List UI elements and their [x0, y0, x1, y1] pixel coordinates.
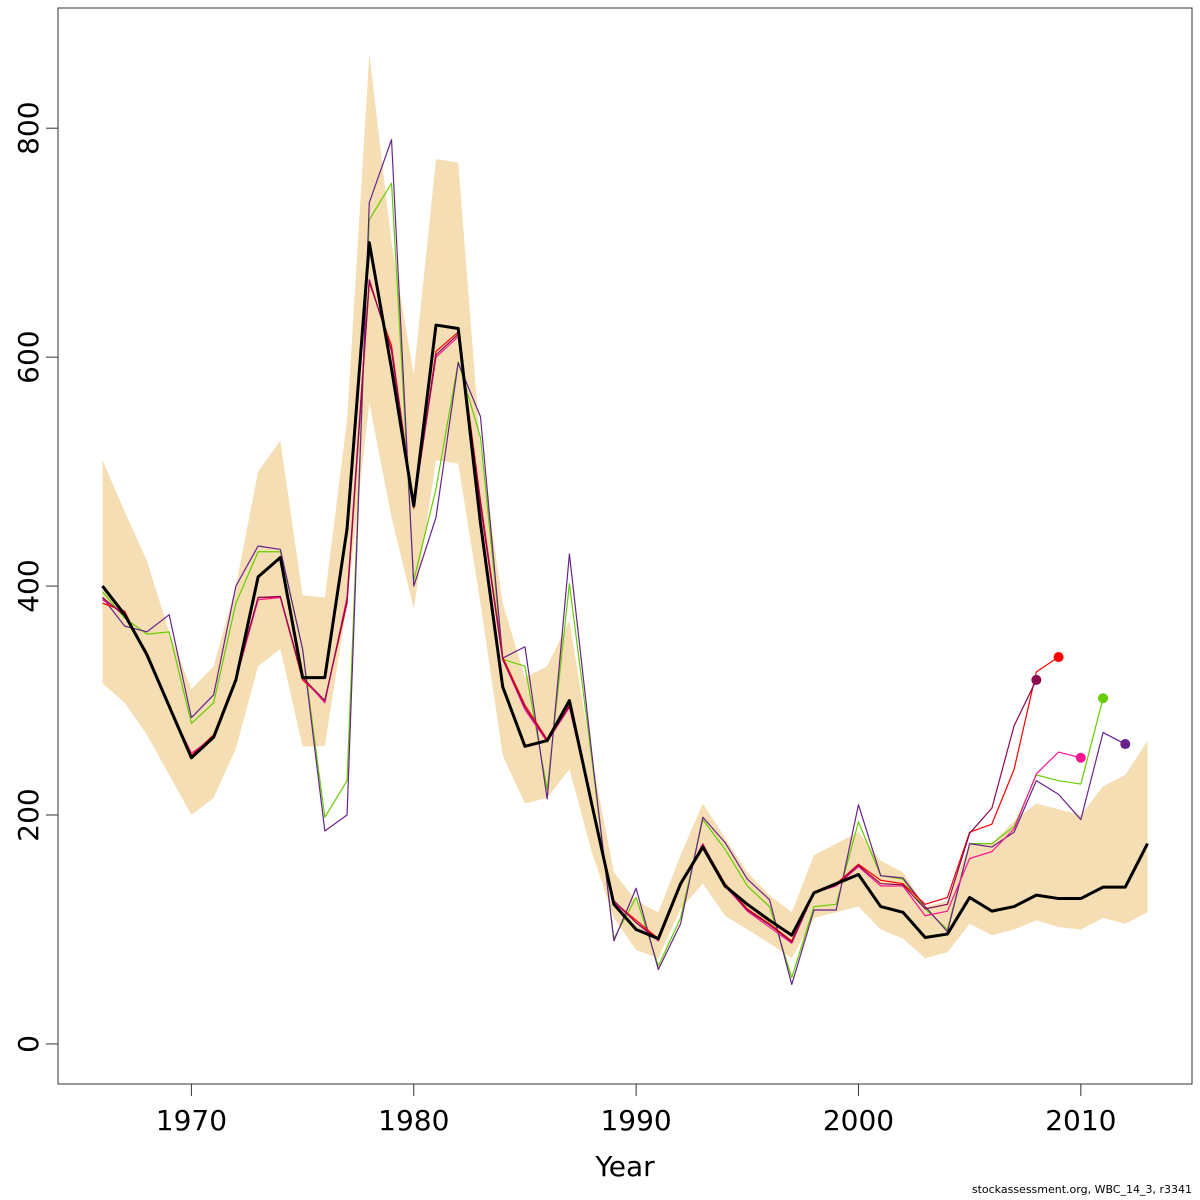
series-end-point-3 [1053, 652, 1064, 663]
x-axis-title: Year [594, 1150, 655, 1183]
y-axis: 0 200 400 600 800 [12, 101, 59, 1053]
x-tick-label: 2000 [823, 1104, 894, 1137]
confidence-band-layer [102, 53, 1148, 959]
x-axis: 1970 1980 1990 2000 2010 [156, 1083, 1116, 1137]
end-marker-layer [1031, 652, 1131, 763]
x-tick-label: 1980 [378, 1104, 449, 1137]
series-line-retro-2 [101, 139, 1126, 986]
y-tick-label: 600 [12, 330, 45, 383]
series-layer [101, 139, 1149, 986]
confidence-band [102, 53, 1148, 959]
series-end-point-5 [1031, 674, 1042, 685]
y-tick-label: 400 [12, 559, 45, 612]
y-tick-label: 200 [12, 788, 45, 841]
series-end-point-1 [1098, 693, 1109, 704]
series-end-point-2 [1120, 739, 1131, 750]
series-end-point-4 [1075, 752, 1086, 763]
y-tick-label: 800 [12, 101, 45, 154]
x-tick-label: 1990 [600, 1104, 671, 1137]
x-tick-label: 1970 [156, 1104, 227, 1137]
x-tick-label: 2010 [1045, 1104, 1116, 1137]
credit-text: stockassessment.org, WBC_14_3, r3341 [971, 1183, 1192, 1196]
y-tick-label: 0 [12, 1035, 45, 1053]
series-line-main [101, 241, 1149, 941]
